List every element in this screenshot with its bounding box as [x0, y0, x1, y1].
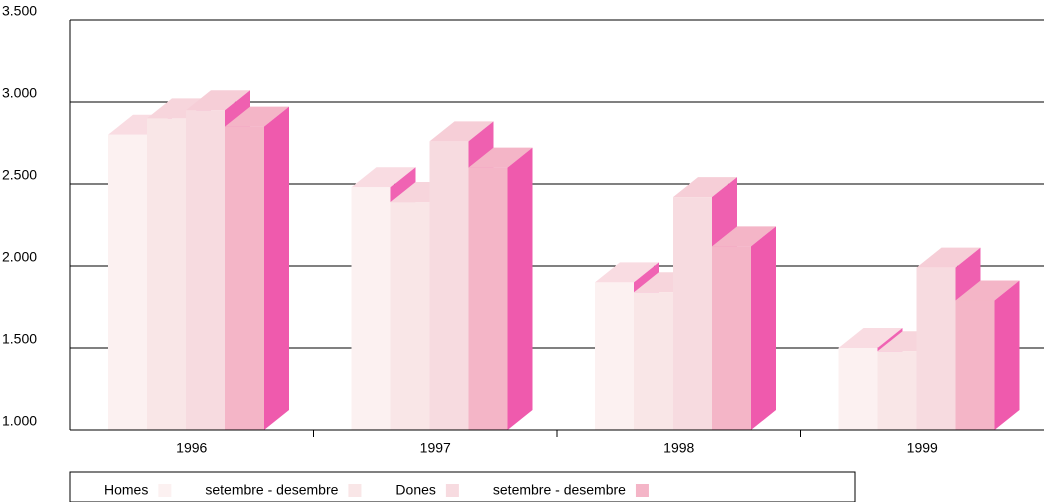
x-tick-label: 1999 — [907, 440, 938, 456]
bar — [877, 351, 917, 430]
bar — [225, 126, 264, 430]
bar-top — [429, 121, 494, 142]
bar-top — [468, 147, 533, 168]
bar — [712, 246, 751, 430]
bar-top — [186, 90, 250, 111]
bar — [351, 187, 391, 430]
legend-swatch — [635, 484, 649, 497]
legend-swatch — [158, 484, 172, 497]
bar — [916, 267, 956, 430]
bar-top — [595, 262, 659, 283]
bar — [186, 110, 225, 430]
y-tick-label: 1.000 — [2, 413, 37, 429]
legend-label: Dones — [395, 482, 435, 498]
bar — [429, 141, 469, 431]
legend-box — [69, 471, 856, 502]
bar — [595, 282, 634, 430]
legend-label: setembre - desembre — [493, 482, 626, 498]
bar-top — [351, 167, 416, 188]
bar — [108, 134, 147, 431]
y-tick-label: 3.000 — [2, 85, 37, 101]
bar — [955, 300, 995, 430]
bar — [147, 118, 186, 431]
bar-top — [838, 328, 903, 348]
y-tick-label: 2.500 — [2, 167, 37, 183]
bar-side — [751, 226, 776, 430]
x-tick-label: 1997 — [420, 440, 451, 456]
bar-top — [225, 106, 289, 127]
legend-label: setembre - desembre — [205, 482, 338, 498]
legend-swatch — [348, 484, 362, 497]
bar-top — [916, 247, 981, 268]
y-tick-label: 1.500 — [2, 331, 37, 347]
bar-top — [673, 177, 737, 198]
bar — [673, 197, 712, 430]
bar-top — [955, 280, 1020, 301]
bar — [634, 292, 673, 430]
x-tick-label: 1996 — [176, 440, 207, 456]
bar-side — [994, 280, 1020, 430]
x-tick-label: 1998 — [663, 440, 694, 456]
bar-side — [507, 147, 533, 430]
bar — [390, 202, 430, 430]
bar-top — [712, 226, 776, 247]
bar — [468, 167, 508, 430]
legend-swatch — [445, 484, 459, 497]
y-tick-label: 3.500 — [2, 3, 37, 19]
y-tick-label: 2.000 — [2, 249, 37, 265]
bar-side — [264, 106, 289, 430]
legend-label: Homes — [104, 482, 148, 498]
bar — [838, 348, 878, 430]
